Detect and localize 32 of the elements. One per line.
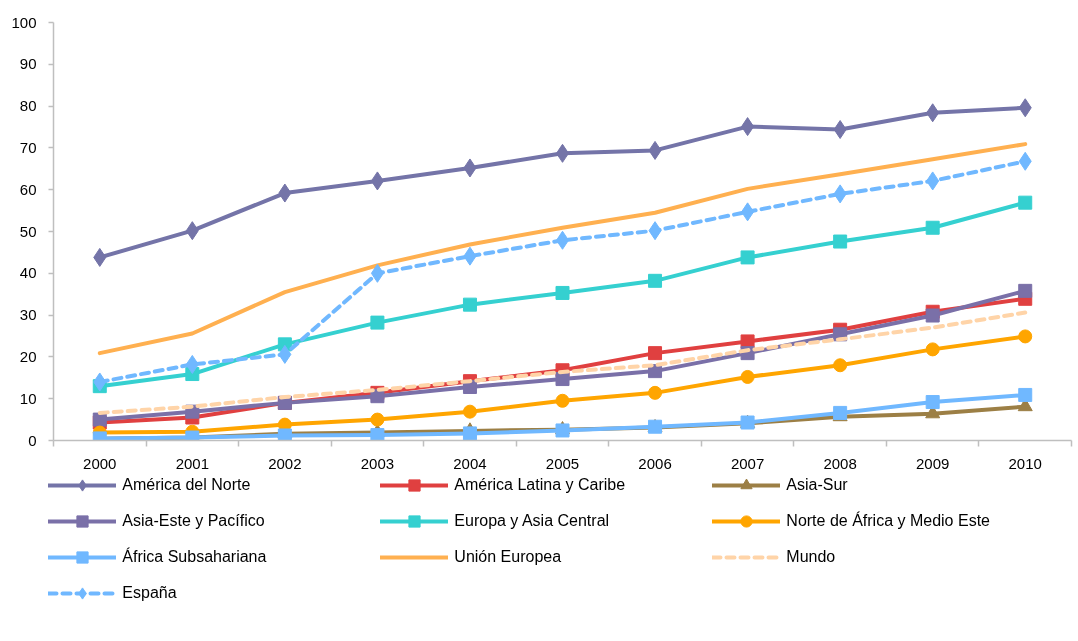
x-tick-label: 2009 [916,454,950,472]
x-tick-label: 2001 [175,454,210,472]
legend-label: África Subsahariana [122,546,268,567]
legend-label: América Latina y Caribe [454,475,627,495]
legend-label: Asia-Sur [786,475,849,495]
y-tick-label: 80 [19,97,37,115]
y-tick-label: 90 [19,55,37,73]
legend-label: Unión Europea [454,547,563,567]
y-tick-label: 30 [19,306,37,324]
x-tick-label: 2004 [453,454,487,472]
y-tick-label: 20 [19,347,37,365]
legend-label: España [122,583,178,603]
x-tick-label: 2005 [545,454,580,472]
y-tick-label: 70 [19,138,37,156]
legend-label: América del Norte [122,475,252,495]
legend-label: Asia-Este y Pacífico [122,511,266,531]
x-tick-label: 2008 [823,454,857,472]
legend-label: Norte de África y Medio Este [786,510,991,531]
x-tick-label: 2010 [1008,454,1042,472]
legend-label: Mundo [786,547,837,567]
x-tick-label: 2000 [83,454,117,472]
y-tick-label: 0 [28,431,37,449]
x-tick-label: 2002 [268,454,302,472]
y-tick-label: 10 [19,389,37,407]
legend-label: Europa y Asia Central [454,511,611,531]
y-tick-label: 100 [11,13,37,31]
y-tick-label: 50 [19,222,37,240]
x-tick-label: 2006 [638,454,672,472]
y-tick-label: 60 [19,180,37,198]
x-tick-label: 2007 [730,454,765,472]
y-tick-label: 40 [19,264,37,282]
x-tick-label: 2003 [360,454,395,472]
